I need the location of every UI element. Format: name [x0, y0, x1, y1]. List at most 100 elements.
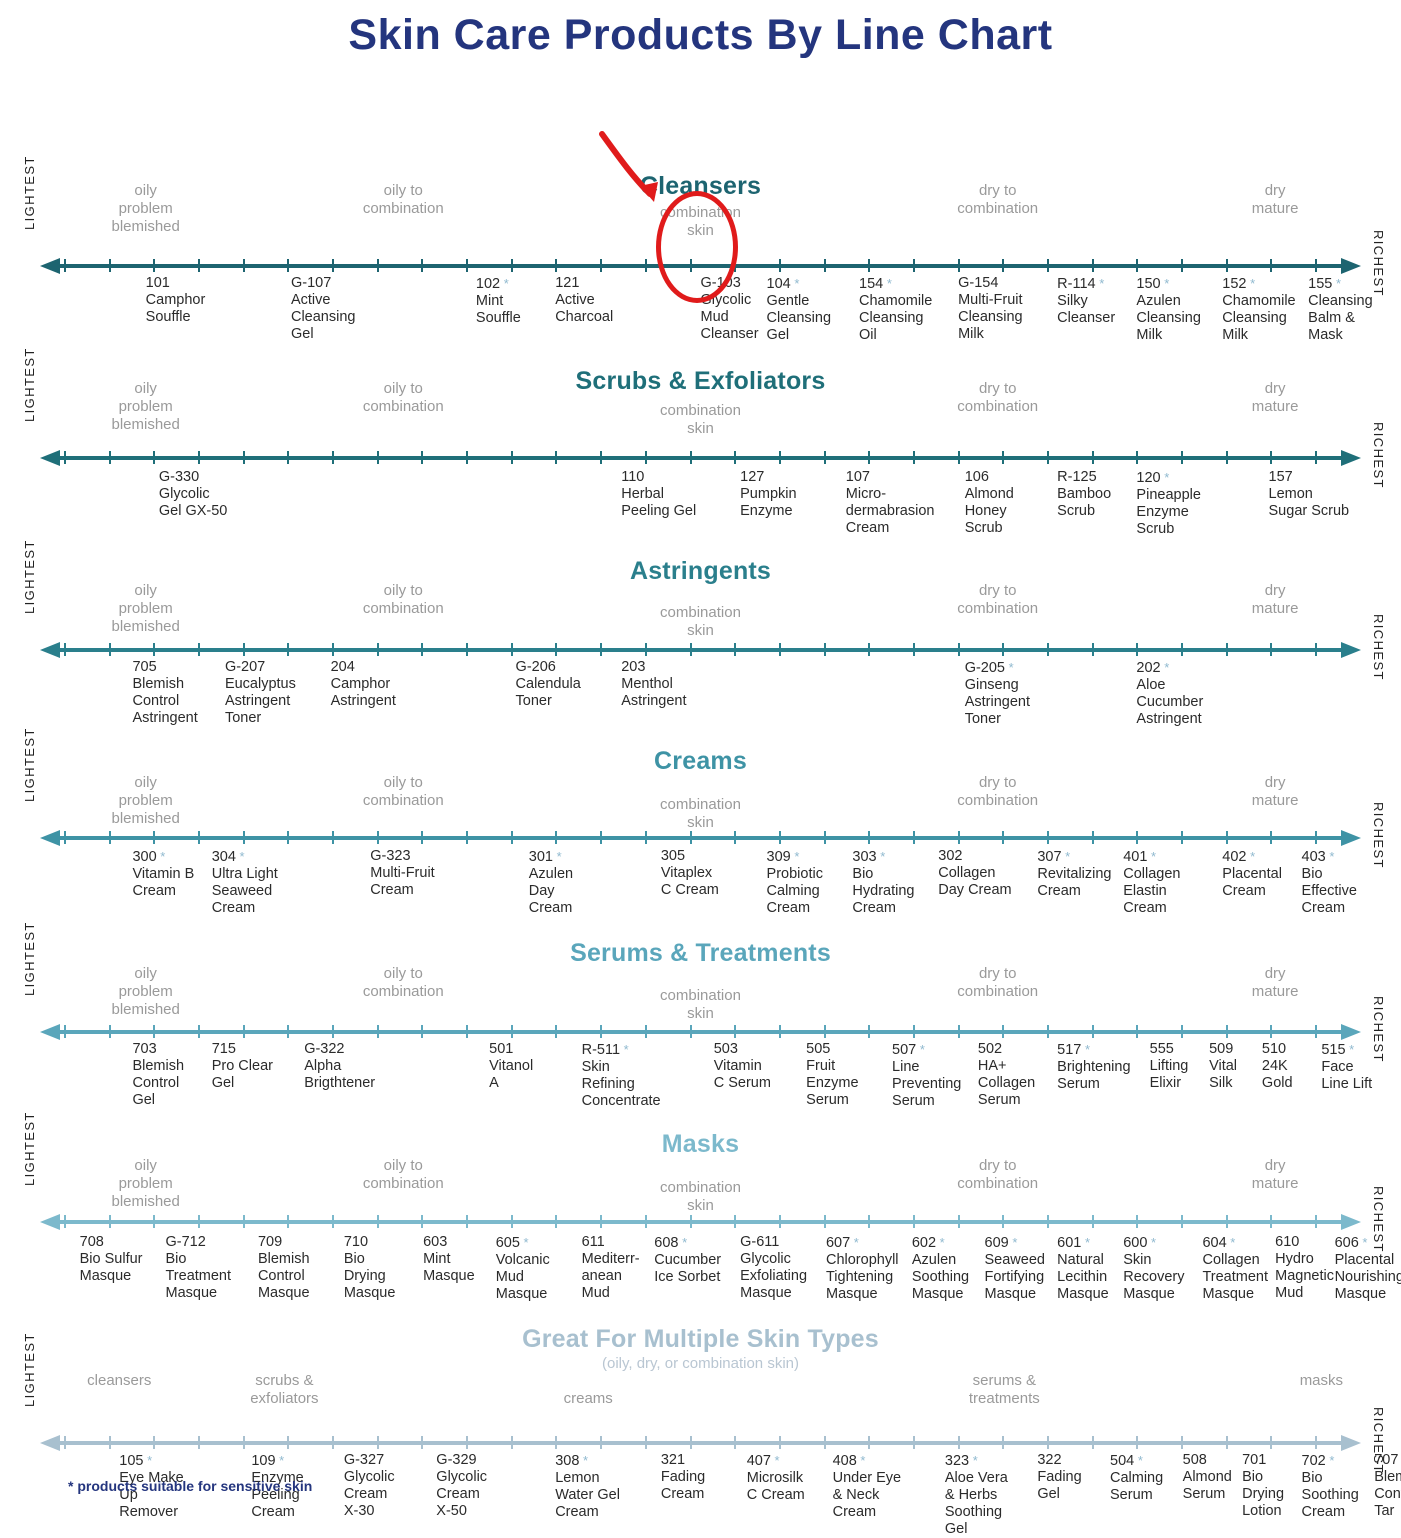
- axis-tick: [1180, 451, 1183, 464]
- product-entry[interactable]: 120 * Pineapple Enzyme Scrub: [1136, 469, 1201, 538]
- axis-tick: [198, 1215, 201, 1228]
- product-entry[interactable]: R-114 * Silky Cleanser: [1057, 275, 1115, 327]
- product-code: 110: [621, 469, 645, 485]
- product-entry[interactable]: 203 Menthol Astringent: [621, 659, 686, 710]
- product-entry[interactable]: 710 Bio Drying Masque: [344, 1234, 396, 1302]
- product-entry[interactable]: 611 Mediterr- anean Mud: [582, 1234, 640, 1302]
- product-entry[interactable]: 510 24K Gold: [1262, 1041, 1293, 1092]
- product-entry[interactable]: R-511 * Skin Refining Concentrate: [582, 1041, 661, 1110]
- product-entry[interactable]: G-327 Glycolic Cream X-30: [344, 1452, 395, 1520]
- product-entry[interactable]: G-330 Glycolic Gel GX-50: [159, 469, 228, 520]
- product-entry[interactable]: 309 * Probiotic Calming Cream: [767, 848, 823, 917]
- product-entry[interactable]: 127 Pumpkin Enzyme: [740, 469, 796, 520]
- product-entry[interactable]: 603 Mint Masque: [423, 1234, 475, 1285]
- product-entry[interactable]: G-205 * Ginseng Astringent Toner: [965, 659, 1030, 728]
- product-entry[interactable]: 401 * Collagen Elastin Cream: [1123, 848, 1180, 917]
- product-entry[interactable]: 202 * Aloe Cucumber Astringent: [1136, 659, 1203, 728]
- product-entry[interactable]: 304 * Ultra Light Seaweed Cream: [212, 848, 278, 917]
- axis-tick: [1270, 259, 1273, 272]
- product-entry[interactable]: 501 Vitanol A: [489, 1041, 533, 1092]
- product-entry[interactable]: 157 Lemon Sugar Scrub: [1269, 469, 1350, 520]
- product-entry[interactable]: 407 * Microsilk C Cream: [747, 1452, 805, 1504]
- product-entry[interactable]: 155 * Cleansing Balm & Mask: [1308, 275, 1373, 344]
- product-entry[interactable]: 106 Almond Honey Scrub: [965, 469, 1014, 537]
- product-entry[interactable]: 204 Camphor Astringent: [331, 659, 396, 710]
- product-entry[interactable]: 104 * Gentle Cleansing Gel: [767, 275, 832, 344]
- product-entry[interactable]: 107 Micro- dermabrasion Cream: [846, 469, 935, 537]
- product-entry[interactable]: 102 * Mint Souffle: [476, 275, 521, 327]
- product-entry[interactable]: 703 Blemish Control Gel: [132, 1041, 184, 1109]
- axis-tick: [1225, 831, 1228, 844]
- product-code: 321: [660, 1452, 686, 1468]
- product-entry[interactable]: 608 * Cucumber Ice Sorbet: [654, 1234, 721, 1286]
- product-entry[interactable]: 708 Bio Sulfur Masque: [80, 1234, 143, 1285]
- product-entry[interactable]: 305 Vitaplex C Cream: [661, 848, 719, 899]
- product-entry[interactable]: 505 Fruit Enzyme Serum: [806, 1041, 858, 1109]
- product-entry[interactable]: 702 * Bio Soothing Cream: [1302, 1452, 1359, 1521]
- product-entry[interactable]: 503 Vitamin C Serum: [714, 1041, 771, 1092]
- axis-tick: [734, 259, 737, 272]
- product-entry[interactable]: 601 * Natural Lecithin Masque: [1057, 1234, 1109, 1303]
- product-entry[interactable]: G-322 Alpha Brigthtener: [304, 1041, 375, 1092]
- product-entry[interactable]: G-611 Glycolic Exfoliating Masque: [740, 1234, 807, 1302]
- product-entry[interactable]: 303 * Bio Hydrating Cream: [852, 848, 914, 917]
- product-entry[interactable]: 502 HA+ Collagen Serum: [978, 1041, 1035, 1109]
- product-entry[interactable]: 507 * Line Preventing Serum: [892, 1041, 961, 1110]
- product-entry[interactable]: 602 * Azulen Soothing Masque: [912, 1234, 969, 1303]
- section-title: Serums & Treatments: [570, 939, 831, 967]
- product-entry[interactable]: 517 * Brightening Serum: [1057, 1041, 1130, 1093]
- product-entry[interactable]: R-125 Bamboo Scrub: [1057, 469, 1111, 520]
- product-entry[interactable]: 705 Blemish Control Astringent: [132, 659, 197, 727]
- product-entry[interactable]: 408 * Under Eye & Neck Cream: [833, 1452, 902, 1521]
- axis-tick: [912, 451, 915, 464]
- product-entry[interactable]: 301 * Azulen Day Cream: [529, 848, 573, 917]
- product-entry[interactable]: 508 Almond Serum: [1183, 1452, 1232, 1503]
- product-entry[interactable]: G-323 Multi-Fruit Cream: [370, 848, 434, 899]
- product-entry[interactable]: 707Blemish Control Tar: [1374, 1452, 1401, 1520]
- product-entry[interactable]: G-329 Glycolic Cream X-50: [436, 1452, 487, 1520]
- product-entry[interactable]: 152 * Chamomile Cleansing Milk: [1222, 275, 1295, 344]
- product-entry[interactable]: G-712 Bio Treatment Masque: [165, 1234, 231, 1302]
- axis-tick: [689, 1436, 692, 1449]
- product-entry[interactable]: 604 * Collagen Treatment Masque: [1202, 1234, 1268, 1303]
- product-name: Almond Serum: [1182, 1469, 1232, 1502]
- product-entry[interactable]: 101 Camphor Souffle: [146, 275, 206, 326]
- axis-tick: [510, 1436, 513, 1449]
- product-entry[interactable]: 307 * Revitalizing Cream: [1037, 848, 1111, 900]
- product-entry[interactable]: 321 Fading Cream: [661, 1452, 705, 1503]
- product-entry[interactable]: G-206 Calendula Toner: [516, 659, 581, 710]
- product-entry[interactable]: 154 * Chamomile Cleansing Oil: [859, 275, 932, 344]
- axis-tick: [600, 831, 603, 844]
- product-entry[interactable]: 609 * Seaweed Fortifying Masque: [985, 1234, 1045, 1303]
- axis-tick: [823, 1025, 826, 1038]
- product-entry[interactable]: 555 Lifting Elixir: [1150, 1041, 1189, 1092]
- product-entry[interactable]: 402 * Placental Cream: [1222, 848, 1282, 900]
- product-code: 155 *: [1308, 276, 1342, 292]
- product-entry[interactable]: 610 Hydro Magnetic Mud: [1275, 1234, 1334, 1302]
- product-entry[interactable]: 403 * Bio Effective Cream: [1302, 848, 1357, 917]
- product-entry[interactable]: 600 * Skin Recovery Masque: [1123, 1234, 1184, 1303]
- product-entry[interactable]: 121 Active Charcoal: [555, 275, 613, 326]
- product-entry[interactable]: 606 * Placental Nourishing Masque: [1335, 1234, 1401, 1303]
- product-entry[interactable]: 322 Fading Gel: [1037, 1452, 1081, 1503]
- product-entry[interactable]: 504 * Calming Serum: [1110, 1452, 1163, 1504]
- axis-tick: [1315, 259, 1317, 272]
- product-entry[interactable]: 150 * Azulen Cleansing Milk: [1136, 275, 1201, 344]
- product-entry[interactable]: 515 * Face Line Lift: [1321, 1041, 1372, 1093]
- product-entry[interactable]: 302 Collagen Day Cream: [938, 848, 1011, 899]
- product-entry[interactable]: 308 * Lemon Water Gel Cream: [555, 1452, 620, 1521]
- axis-tick: [734, 643, 737, 656]
- product-entry[interactable]: G-107 Active Cleansing Gel: [291, 275, 356, 343]
- product-entry[interactable]: 509 Vital Silk: [1209, 1041, 1237, 1092]
- product-entry[interactable]: 715 Pro Clear Gel: [212, 1041, 273, 1092]
- product-entry[interactable]: 300 * Vitamin B Cream: [132, 848, 194, 900]
- product-entry[interactable]: G-103 Glycolic Mud Cleanser: [701, 275, 759, 343]
- product-entry[interactable]: 323 * Aloe Vera & Herbs Soothing Gel: [945, 1452, 1008, 1538]
- product-entry[interactable]: 607 * Chlorophyll Tightening Masque: [826, 1234, 899, 1303]
- product-entry[interactable]: 605 * Volcanic Mud Masque: [496, 1234, 550, 1303]
- product-entry[interactable]: 709 Blemish Control Masque: [258, 1234, 310, 1302]
- product-entry[interactable]: G-154 Multi-Fruit Cleansing Milk: [958, 275, 1023, 343]
- product-entry[interactable]: 701 Bio Drying Lotion: [1242, 1452, 1284, 1520]
- product-entry[interactable]: G-207 Eucalyptus Astringent Toner: [225, 659, 296, 727]
- product-entry[interactable]: 110 Herbal Peeling Gel: [621, 469, 696, 520]
